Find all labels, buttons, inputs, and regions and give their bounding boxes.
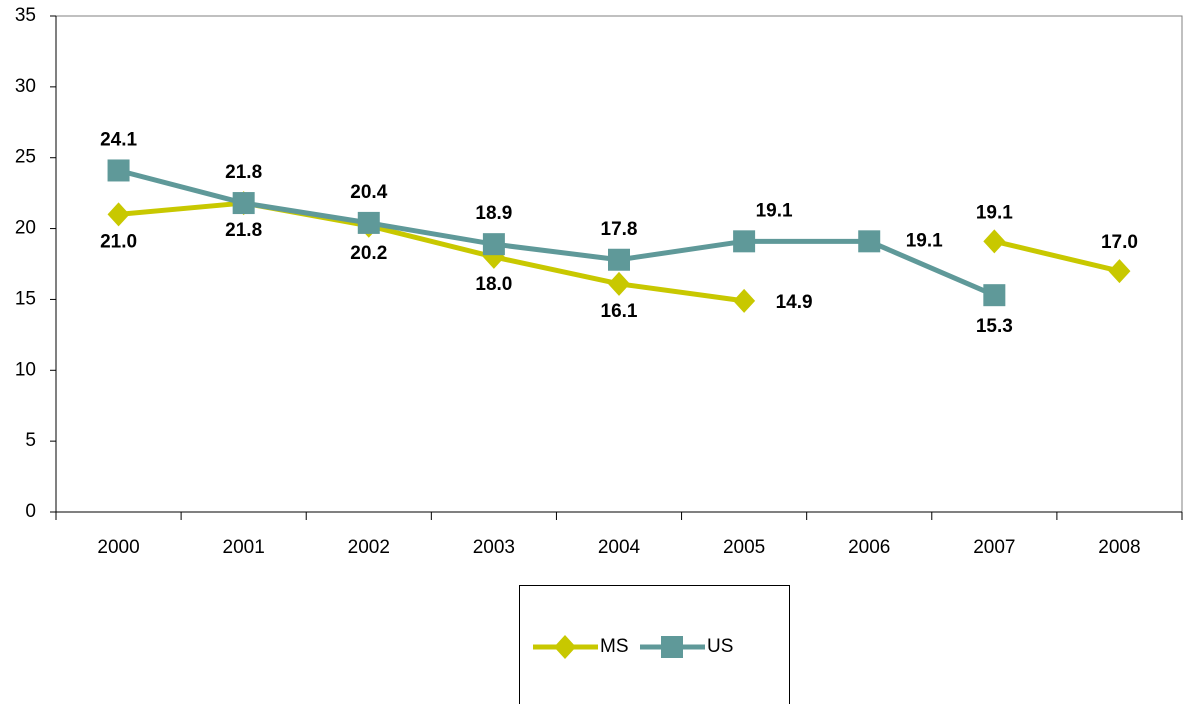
x-tick-label: 2007 <box>973 537 1015 558</box>
point-marker <box>357 211 380 234</box>
y-tick-label: 25 <box>15 147 36 168</box>
data-label: 24.1 <box>100 129 137 150</box>
point-marker <box>733 288 756 313</box>
legend-label: US <box>707 636 733 657</box>
data-label: 21.8 <box>225 162 262 183</box>
legend-label: MS <box>600 636 629 657</box>
x-tick-label: 2004 <box>598 537 641 558</box>
x-tick-label: 2002 <box>348 537 390 558</box>
data-label: 14.9 <box>776 292 813 313</box>
data-label: 15.3 <box>976 316 1013 337</box>
data-label: 20.2 <box>350 243 387 264</box>
data-label: 17.8 <box>601 219 638 240</box>
data-label: 19.1 <box>906 230 943 251</box>
series-line <box>118 200 1121 304</box>
series-line <box>117 168 996 298</box>
data-label: 18.9 <box>475 203 512 224</box>
data-label: 18.0 <box>475 274 512 295</box>
y-tick-label: 35 <box>15 5 36 26</box>
y-tick-label: 10 <box>15 359 36 380</box>
point-marker <box>608 248 630 271</box>
data-label: 20.4 <box>350 182 387 203</box>
y-tick-label: 20 <box>15 218 36 239</box>
data-label: 21.8 <box>225 220 262 241</box>
x-tick-label: 2006 <box>848 537 890 558</box>
data-label: 16.1 <box>601 301 638 322</box>
point-marker <box>482 233 505 256</box>
x-tick-label: 2000 <box>97 537 139 558</box>
y-tick-label: 0 <box>25 501 36 522</box>
y-tick-label: 5 <box>25 430 36 451</box>
legend-marker <box>661 636 683 658</box>
x-tick-label: 2003 <box>473 537 515 558</box>
point-marker <box>983 229 1006 254</box>
data-label: 19.1 <box>976 202 1013 223</box>
y-tick-label: 15 <box>15 288 36 309</box>
point-marker <box>232 192 255 215</box>
point-marker <box>858 230 881 253</box>
x-tick-label: 2008 <box>1098 537 1140 558</box>
point-marker <box>733 230 756 253</box>
legend-marker <box>554 635 576 659</box>
point-marker <box>608 271 630 296</box>
x-tick-label: 2001 <box>223 537 265 558</box>
y-tick-label: 30 <box>15 76 36 97</box>
data-label: 21.0 <box>100 231 137 252</box>
point-marker <box>983 284 1006 307</box>
data-label: 19.1 <box>756 200 793 221</box>
data-label: 17.0 <box>1101 232 1138 253</box>
point-marker <box>1108 259 1131 284</box>
point-marker <box>107 159 130 182</box>
point-marker <box>107 202 130 227</box>
x-tick-label: 2005 <box>723 537 765 558</box>
